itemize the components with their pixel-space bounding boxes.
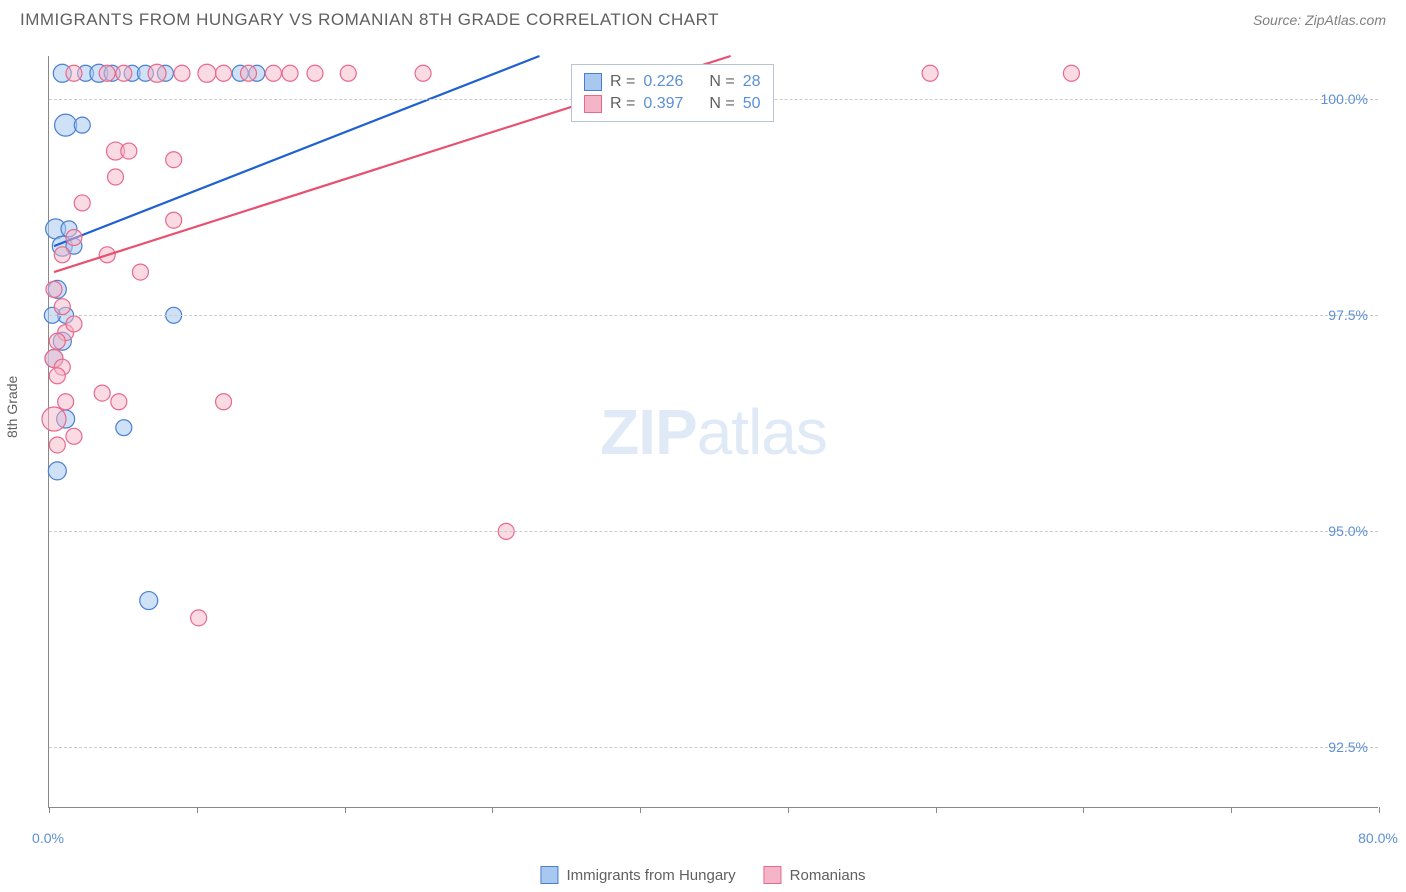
x-tick — [936, 807, 937, 813]
n-value: 50 — [743, 95, 761, 113]
scatter-point — [307, 65, 323, 81]
scatter-point — [74, 195, 90, 211]
scatter-point — [58, 394, 74, 410]
chart-title: IMMIGRANTS FROM HUNGARY VS ROMANIAN 8TH … — [20, 10, 719, 30]
n-label: N = — [709, 95, 734, 113]
scatter-point — [241, 65, 257, 81]
scatter-point — [49, 368, 65, 384]
scatter-point — [48, 462, 66, 480]
y-tick-label: 95.0% — [1328, 523, 1368, 539]
n-label: N = — [709, 73, 734, 91]
y-tick-label: 92.5% — [1328, 739, 1368, 755]
stats-legend: R = 0.226 N = 28 R = 0.397 N = 50 — [571, 64, 774, 122]
gridline — [49, 531, 1378, 532]
x-tick — [640, 807, 641, 813]
scatter-point — [49, 333, 65, 349]
scatter-point — [66, 428, 82, 444]
source-attribution: Source: ZipAtlas.com — [1253, 12, 1386, 28]
scatter-point — [282, 65, 298, 81]
scatter-point — [191, 610, 207, 626]
scatter-point — [42, 407, 66, 431]
scatter-point — [99, 65, 115, 81]
legend-item: Romanians — [764, 866, 866, 884]
scatter-point — [166, 152, 182, 168]
scatter-point — [1063, 65, 1079, 81]
x-tick-label: 80.0% — [1358, 830, 1398, 846]
scatter-point — [265, 65, 281, 81]
legend-swatch — [584, 95, 602, 113]
scatter-point — [108, 169, 124, 185]
r-value: 0.226 — [643, 73, 683, 91]
bottom-legend: Immigrants from Hungary Romanians — [540, 866, 865, 884]
scatter-point — [66, 65, 82, 81]
scatter-point — [54, 299, 70, 315]
scatter-point — [216, 394, 232, 410]
y-axis-label: 8th Grade — [4, 376, 20, 438]
y-tick-label: 97.5% — [1328, 307, 1368, 323]
scatter-point — [174, 65, 190, 81]
scatter-point — [148, 64, 166, 82]
scatter-point — [198, 64, 216, 82]
legend-swatch — [584, 73, 602, 91]
scatter-point — [116, 65, 132, 81]
scatter-point — [132, 264, 148, 280]
x-tick — [492, 807, 493, 813]
scatter-point — [415, 65, 431, 81]
stats-legend-row: R = 0.226 N = 28 — [584, 71, 761, 93]
gridline — [49, 747, 1378, 748]
scatter-svg — [49, 56, 1378, 807]
x-tick-label: 0.0% — [32, 830, 64, 846]
r-label: R = — [610, 73, 635, 91]
scatter-point — [166, 212, 182, 228]
scatter-point — [66, 230, 82, 246]
legend-item: Immigrants from Hungary — [540, 866, 735, 884]
scatter-point — [46, 281, 62, 297]
scatter-point — [111, 394, 127, 410]
legend-swatch — [764, 866, 782, 884]
legend-label: Romanians — [790, 867, 866, 884]
scatter-point — [340, 65, 356, 81]
scatter-point — [66, 316, 82, 332]
x-tick — [1231, 807, 1232, 813]
r-value: 0.397 — [643, 95, 683, 113]
stats-legend-row: R = 0.397 N = 50 — [584, 93, 761, 115]
x-tick — [788, 807, 789, 813]
n-value: 28 — [743, 73, 761, 91]
scatter-point — [74, 117, 90, 133]
x-tick — [1379, 807, 1380, 813]
x-tick — [49, 807, 50, 813]
gridline — [49, 315, 1378, 316]
scatter-point — [94, 385, 110, 401]
x-tick — [197, 807, 198, 813]
scatter-point — [121, 143, 137, 159]
x-tick — [1083, 807, 1084, 813]
x-tick — [345, 807, 346, 813]
scatter-point — [54, 247, 70, 263]
scatter-point — [922, 65, 938, 81]
r-label: R = — [610, 95, 635, 113]
scatter-point — [55, 114, 77, 136]
scatter-point — [216, 65, 232, 81]
y-tick-label: 100.0% — [1321, 91, 1368, 107]
legend-label: Immigrants from Hungary — [566, 867, 735, 884]
scatter-point — [49, 437, 65, 453]
legend-swatch — [540, 866, 558, 884]
chart-plot-area: ZIPatlas 92.5%95.0%97.5%100.0%R =0.226N … — [48, 56, 1378, 808]
scatter-point — [116, 420, 132, 436]
scatter-point — [140, 592, 158, 610]
